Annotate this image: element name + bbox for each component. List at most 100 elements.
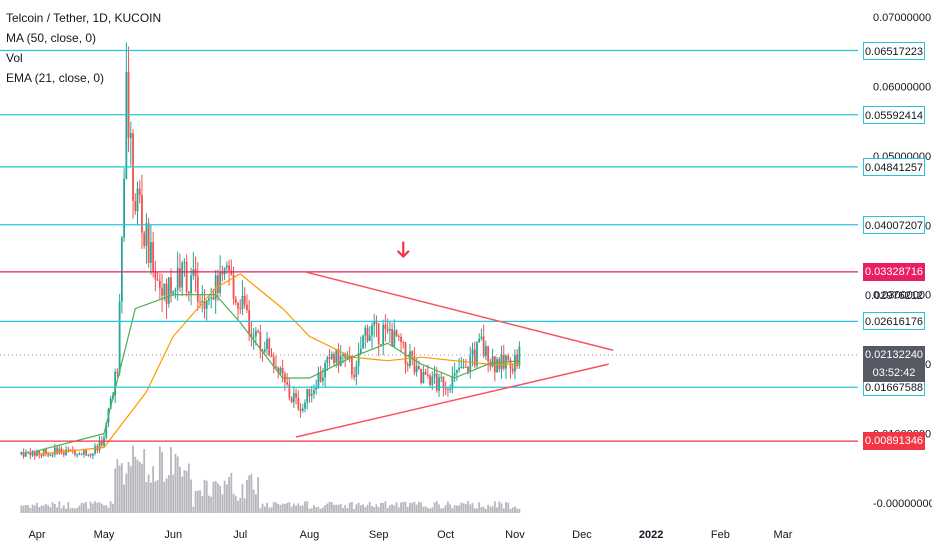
candle-body — [176, 268, 179, 290]
volume-bar — [203, 479, 206, 513]
candle-body — [391, 328, 393, 347]
candle-body — [272, 357, 275, 367]
candle-body — [185, 262, 188, 292]
down-arrow-icon — [397, 241, 410, 259]
candle-body — [418, 366, 420, 369]
volume-bar — [181, 476, 184, 513]
candle-body — [388, 328, 391, 331]
candle-body — [194, 269, 197, 277]
candle-body — [406, 364, 409, 366]
candle-body — [223, 267, 226, 275]
volume-bar — [366, 504, 369, 513]
volume-bars — [20, 445, 521, 513]
level-price-tag: 0.00891346 — [863, 432, 925, 451]
volume-bar — [330, 502, 333, 513]
time-axis-tick: 2022 — [639, 529, 663, 541]
candle-body — [337, 349, 340, 366]
volume-bar — [158, 446, 161, 513]
volume-bar — [286, 502, 289, 513]
candle-body — [449, 388, 452, 390]
volume-bar — [435, 501, 438, 513]
ema-indicator-label[interactable]: EMA (21, close, 0) — [6, 71, 105, 85]
volume-bar — [418, 501, 420, 513]
volume-bar — [67, 502, 70, 513]
candle-body — [241, 295, 244, 309]
volume-bar — [141, 463, 143, 513]
candle-body — [239, 308, 242, 310]
candle-body — [317, 372, 320, 387]
candle-body — [150, 242, 152, 263]
candle-body — [219, 271, 222, 294]
volume-bar — [268, 507, 271, 513]
candle-body — [326, 357, 329, 363]
volume-bar — [297, 503, 300, 513]
volume-bar — [20, 505, 23, 513]
volume-bar — [24, 505, 27, 513]
candle-body — [170, 277, 172, 294]
candle-body — [467, 367, 469, 372]
volume-bar — [27, 505, 29, 513]
volume-bar — [348, 502, 351, 513]
trendline-upper[interactable] — [304, 271, 614, 351]
volume-bar — [259, 508, 262, 513]
candle-body — [351, 357, 353, 375]
candle-body — [154, 271, 157, 280]
volume-bar — [471, 503, 474, 513]
volume-bar — [71, 507, 74, 513]
volume-bar — [152, 466, 155, 513]
volume-bar — [485, 508, 487, 513]
candle-body — [161, 288, 163, 296]
candle-body — [20, 451, 23, 455]
volume-bar — [313, 505, 315, 513]
candle-body — [507, 355, 510, 360]
volume-bar — [56, 507, 58, 513]
candle-body — [67, 449, 70, 451]
volume-bar — [187, 463, 190, 513]
time-axis-tick: Sep — [369, 529, 389, 541]
candle-body — [344, 353, 347, 359]
candle-body — [78, 454, 81, 456]
candle-body — [335, 349, 338, 363]
volume-bar — [406, 506, 409, 513]
volume-bar — [33, 505, 36, 513]
candle-body — [500, 354, 503, 370]
volume-bar — [123, 484, 125, 513]
volume-bar — [326, 503, 329, 513]
volume-bar — [460, 502, 463, 513]
volume-bar — [234, 495, 237, 513]
candle-body — [299, 408, 302, 411]
volume-bar — [248, 475, 251, 513]
volume-bar — [368, 501, 371, 513]
candle-body — [402, 342, 405, 344]
candle-body — [339, 356, 342, 366]
trendline-lower[interactable] — [295, 363, 609, 438]
volume-bar — [413, 501, 416, 513]
candle-body — [56, 447, 58, 454]
ema-value-label: 0.02976212 — [864, 290, 924, 303]
ma-indicator-label[interactable]: MA (50, close, 0) — [6, 31, 97, 45]
volume-bar — [129, 466, 132, 513]
volume-bar — [482, 506, 485, 513]
volume-bar — [388, 505, 391, 513]
volume-bar — [426, 508, 429, 513]
candle-body — [404, 342, 407, 365]
volume-bar — [355, 504, 358, 513]
volume-indicator-label[interactable]: Vol — [6, 51, 23, 65]
volume-bar — [505, 502, 507, 513]
volume-bar — [386, 507, 389, 513]
symbol-title[interactable]: Telcoin / Tether, 1D, KUCOIN — [6, 11, 162, 25]
candle-body — [85, 450, 88, 456]
candle-body — [455, 369, 458, 373]
volume-bar — [127, 462, 130, 513]
candle-body — [469, 355, 472, 372]
volume-bar — [239, 497, 242, 513]
volume-bar — [299, 505, 302, 513]
volume-bar — [500, 503, 503, 513]
candle-body — [362, 335, 364, 349]
candle-body — [431, 376, 434, 386]
candle-body — [279, 367, 282, 373]
volume-bar — [69, 508, 72, 513]
volume-bar — [455, 505, 458, 513]
time-axis-tick: Jul — [233, 529, 247, 541]
